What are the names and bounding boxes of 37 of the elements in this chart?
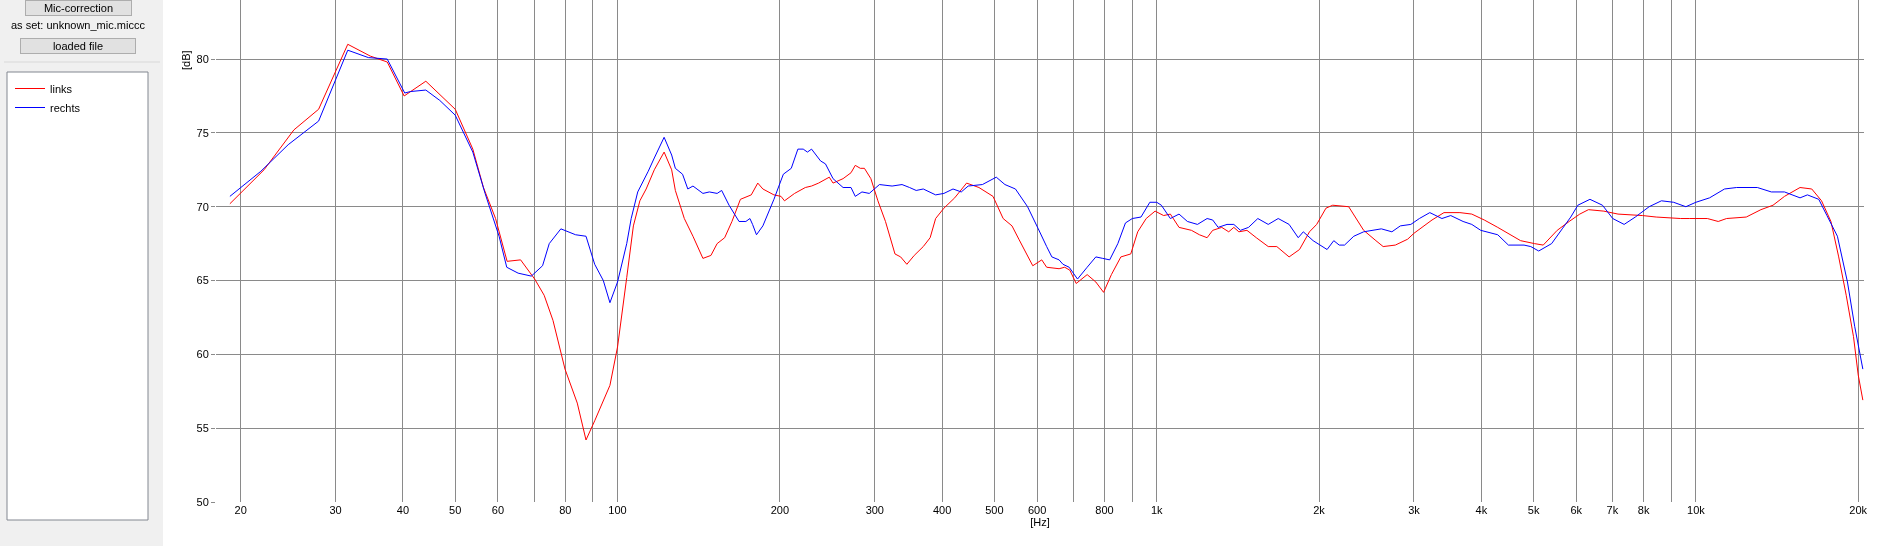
x-tick-label: 400 [932,504,952,516]
y-tick-label: 60 [196,348,209,361]
x-tick-label: 20k [1849,504,1868,516]
x-tick-label: 1k [1150,504,1164,516]
x-tick-label: 2k [1313,504,1326,516]
text: Mic-correction [43,2,114,14]
x-tick-label: 50 [449,504,462,516]
x-tick-label: 40 [396,504,410,516]
x-tick-label: 60 [491,504,505,516]
x-tick-label: 500 [985,504,1004,516]
x-tick-label: 800 [1095,504,1114,516]
x-tick-label: 30 [329,504,342,516]
y-tick-label: 75 [196,126,209,139]
x-axis-title: [Hz] [1030,516,1050,528]
y-tick-label: 70 [196,200,209,213]
x-tick-label: 600 [1027,504,1047,516]
y-tick-label: 50 [196,495,209,508]
x-tick-label: 6k [1570,504,1583,516]
x-tick-label: 100 [608,504,627,516]
y-axis-title: [dB] [180,50,192,70]
x-tick-label: 300 [865,504,884,516]
text: as set: unknown_mic.miccc [11,19,146,31]
y-tick-label: 55 [196,422,209,435]
x-tick-label: 20 [234,504,247,516]
x-tick-label: 8k [1637,504,1650,516]
y-tick-label: 65 [196,274,209,287]
x-tick-label: 4k [1475,504,1488,516]
x-tick-label: 7k [1606,504,1619,516]
x-tick-label: 200 [770,504,790,516]
legend-label: rechts [50,101,81,114]
x-tick-label: 10k [1687,504,1706,516]
y-tick-label: 80 [196,52,209,65]
x-tick-label: 3k [1408,504,1421,516]
x-tick-label: 5k [1527,504,1540,516]
x-tick-label: 80 [559,504,572,516]
legend-label: links [50,82,73,95]
text: loaded file [52,40,104,52]
